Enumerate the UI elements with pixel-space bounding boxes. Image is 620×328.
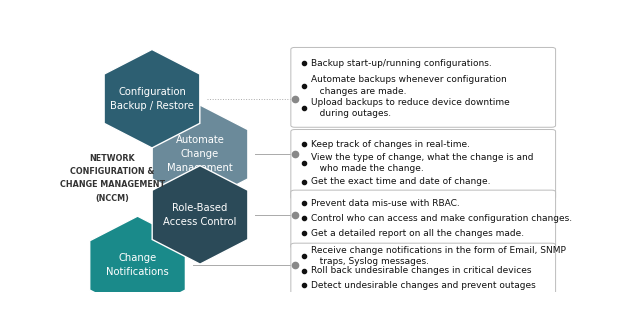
Text: Roll back undesirable changes in critical devices: Roll back undesirable changes in critica… [311,266,531,275]
Text: Keep track of changes in real-time.: Keep track of changes in real-time. [311,139,470,149]
Text: Role-Based
Access Control: Role-Based Access Control [163,203,237,227]
FancyBboxPatch shape [291,48,556,127]
Text: Control who can access and make configuration changes.: Control who can access and make configur… [311,214,572,223]
Text: Automate backups whenever configuration
   changes are made.: Automate backups whenever configuration … [311,75,507,96]
FancyBboxPatch shape [291,130,556,199]
Polygon shape [90,216,185,315]
Text: Change
Notifications: Change Notifications [106,254,169,277]
Text: Get the exact time and date of change.: Get the exact time and date of change. [311,177,490,186]
Text: Configuration
Backup / Restore: Configuration Backup / Restore [110,87,194,111]
Polygon shape [152,166,248,264]
Text: NETWORK
CONFIGURATION &
CHANGE MANAGEMENT
(NCCM): NETWORK CONFIGURATION & CHANGE MANAGEMEN… [60,154,165,203]
Text: View the type of change, what the change is and
   who made the change.: View the type of change, what the change… [311,153,534,173]
FancyBboxPatch shape [291,243,556,300]
Text: Backup start-up/running configurations.: Backup start-up/running configurations. [311,59,492,68]
Text: Prevent data mis-use with RBAC.: Prevent data mis-use with RBAC. [311,198,460,208]
FancyBboxPatch shape [291,190,556,249]
Text: Detect undesirable changes and prevent outages: Detect undesirable changes and prevent o… [311,281,536,290]
Polygon shape [104,50,200,148]
Text: Get a detailed report on all the changes made.: Get a detailed report on all the changes… [311,229,524,238]
Text: Receive change notifications in the form of Email, SNMP
   traps, Syslog message: Receive change notifications in the form… [311,246,566,266]
Text: Upload backups to reduce device downtime
   during outages.: Upload backups to reduce device downtime… [311,97,510,118]
Polygon shape [152,105,248,203]
Text: Automate
Change
Management: Automate Change Management [167,135,233,173]
